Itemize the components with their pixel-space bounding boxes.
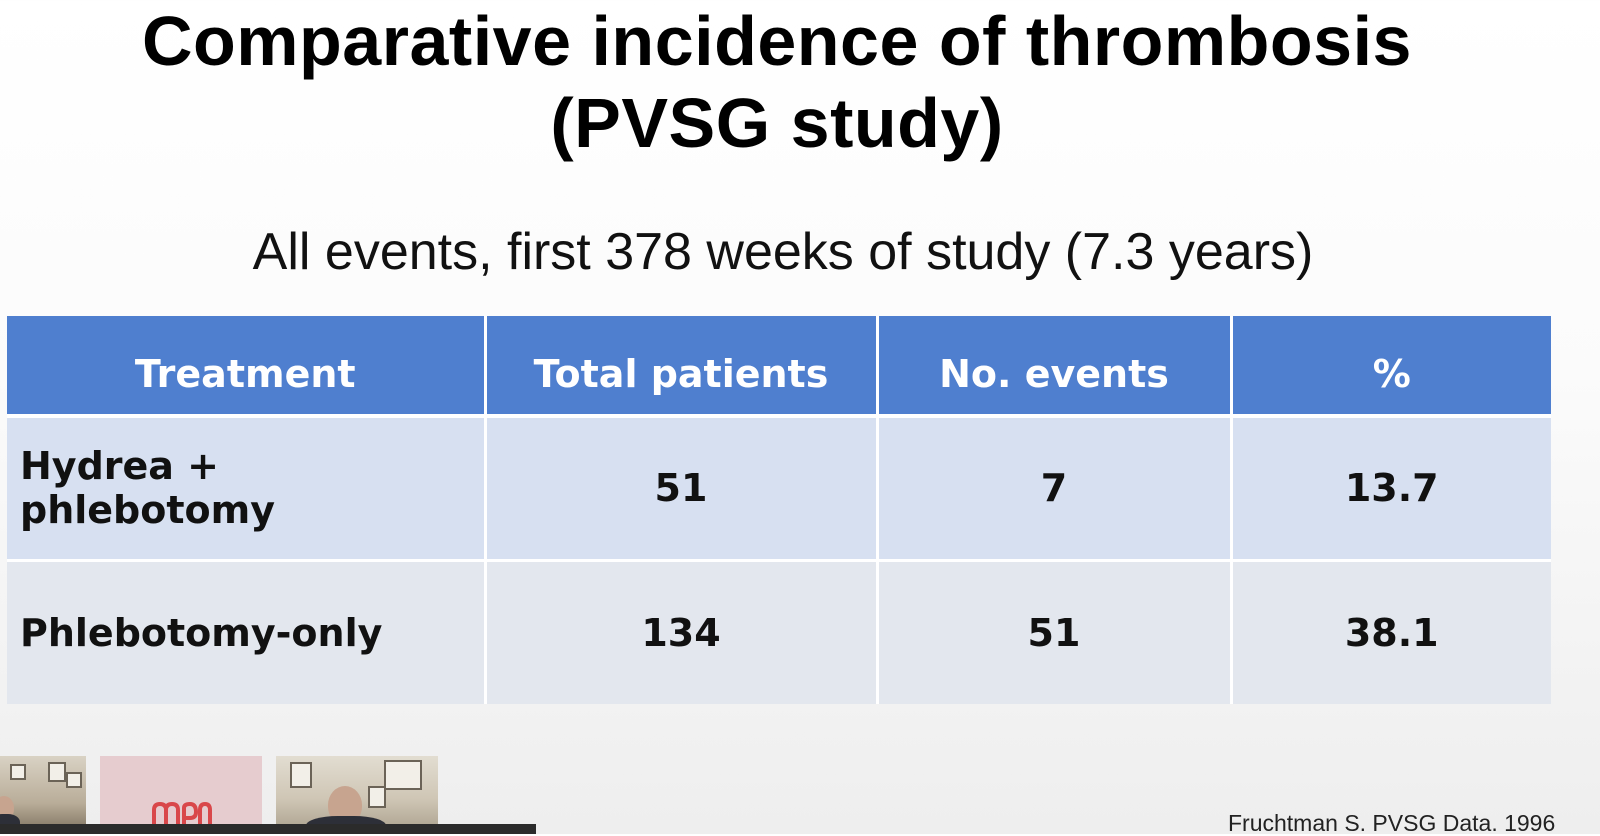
cell-no-events: 51 [877,560,1233,704]
participant-video-thumbnail[interactable] [0,756,86,834]
slide-title-line-1: Comparative incidence of thrombosis [142,2,1412,80]
cell-percent: 13.7 [1231,416,1551,562]
table-row: Hydrea + phlebotomy 51 7 13.7 [7,416,1551,562]
cell-no-events: 7 [877,416,1233,562]
mpn-education-thumbnail[interactable] [100,756,262,834]
cell-total-patients: 134 [485,560,879,704]
mpn-education-logo-icon [152,801,212,834]
header-treatment: Treatment [7,316,487,418]
header-total-patients: Total patients [485,316,879,418]
video-thumbnail-strip [0,756,536,834]
thrombosis-table: Treatment Total patients No. events % Hy… [7,316,1551,704]
header-no-events: No. events [877,316,1233,418]
cell-total-patients: 51 [485,416,879,562]
header-percent: % [1231,316,1551,418]
table-row: Phlebotomy-only 134 51 38.1 [7,560,1551,704]
table-header-row: Treatment Total patients No. events % [7,316,1551,418]
cell-treatment: Hydrea + phlebotomy [7,416,487,562]
slide-title-line-2: (PVSG study) [550,84,1004,162]
participant-video-thumbnail[interactable] [276,756,438,834]
citation: Fruchtman S. PVSG Data. 1996 [1228,810,1556,836]
slide-title: Comparative incidence of thrombosis (PVS… [0,0,1554,164]
slide-subtitle: All events, first 378 weeks of study (7.… [252,223,1314,281]
cell-treatment: Phlebotomy-only [7,560,487,704]
video-strip-bar [0,824,536,834]
cell-percent: 38.1 [1231,560,1551,704]
